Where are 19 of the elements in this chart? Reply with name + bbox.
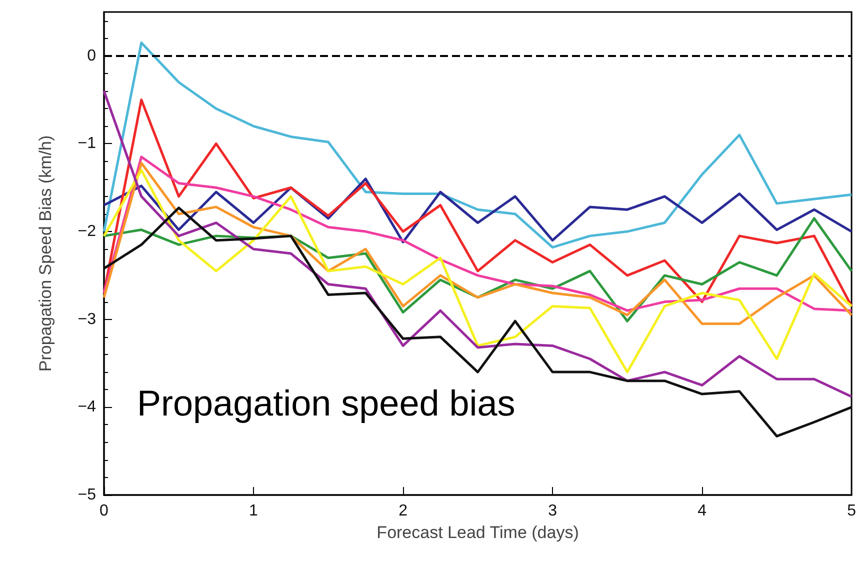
- line-series: [102, 98, 853, 308]
- y-axis-title: Propagation Speed Bias (km/h): [36, 135, 55, 372]
- line-series: [102, 41, 853, 249]
- y-tick-label: −4: [78, 398, 96, 416]
- x-tick-label: 0: [100, 502, 109, 520]
- y-tick-label: −2: [78, 223, 96, 240]
- x-tick-label: 1: [249, 502, 258, 520]
- x-axis-title: Forecast Lead Time (days): [376, 522, 579, 542]
- line-series: [102, 206, 853, 438]
- x-tick-label: 3: [548, 502, 558, 520]
- line-series: [102, 168, 853, 374]
- y-tick-label: 0: [87, 47, 96, 64]
- y-tick-label: −5: [78, 486, 96, 504]
- annotation: Propagation speed bias: [137, 382, 516, 424]
- x-tick-label: 2: [398, 502, 408, 520]
- x-tick-label: 5: [847, 502, 856, 520]
- y-tick-label: −1: [78, 135, 96, 152]
- y-tick-label: −3: [78, 310, 96, 328]
- x-tick-label: 4: [698, 502, 707, 520]
